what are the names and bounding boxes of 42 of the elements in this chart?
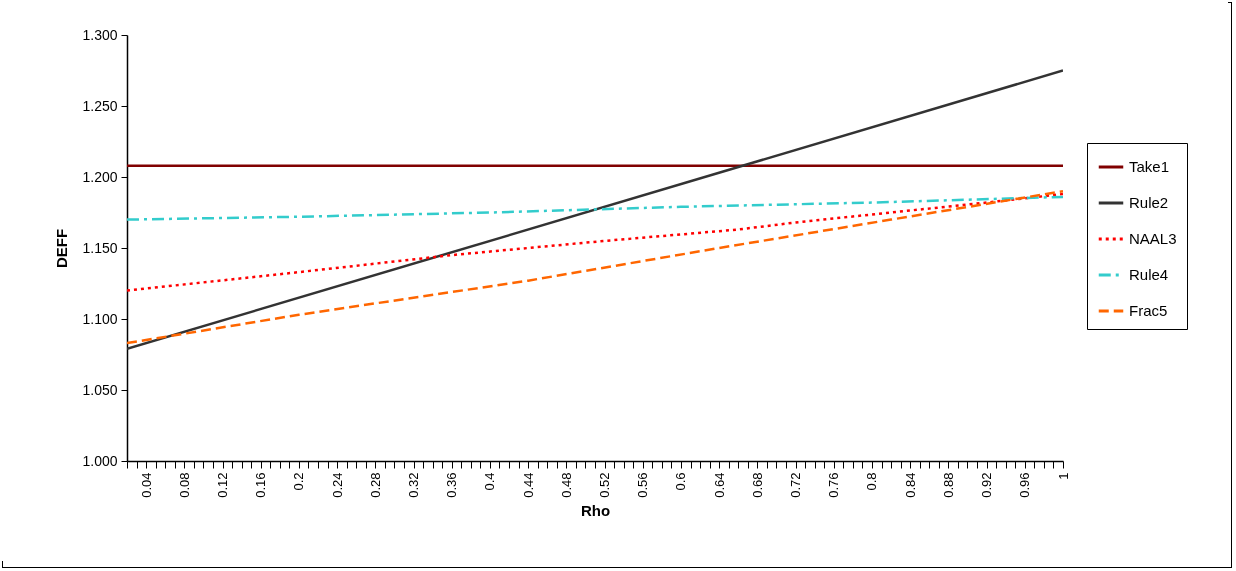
x-tick-label: 0.64	[711, 472, 727, 498]
x-tick-label: 0.32	[406, 472, 422, 498]
line-series	[127, 192, 1063, 292]
legend-label: NAAL3	[1129, 230, 1177, 247]
y-tick-label: 1.150	[82, 239, 118, 256]
x-tick-label: 0.08	[176, 472, 192, 498]
y-tick-label: 1.100	[82, 310, 118, 327]
x-tick-label: 0.16	[253, 472, 269, 498]
y-tick-label: 1.200	[82, 168, 118, 185]
line-series	[127, 195, 1063, 221]
y-tick-label: 1.000	[82, 452, 118, 469]
x-tick-label: 0.96	[1017, 472, 1033, 498]
x-tick-label: 0.12	[215, 472, 231, 498]
x-tick-label: 0.4	[482, 472, 498, 491]
y-axis-title: DEFF	[53, 228, 71, 269]
x-tick-label: 0.56	[635, 472, 651, 498]
x-axis-title: Rho	[580, 501, 611, 519]
line-series	[127, 189, 1063, 345]
x-tick-label: 1	[1055, 472, 1071, 480]
x-tick-label: 0.28	[367, 472, 383, 498]
x-tick-label: 0.8	[864, 472, 880, 491]
x-tick-label: 0.2	[291, 472, 307, 491]
x-tick-label: 0.84	[902, 472, 918, 498]
x-tick-label: 0.6	[673, 472, 689, 491]
x-tick-label: 0.72	[788, 472, 804, 498]
x-tick-label: 0.76	[826, 472, 842, 498]
legend-label: Rule4	[1129, 266, 1169, 283]
x-tick-label: 0.36	[444, 472, 460, 498]
y-tick-label: 1.250	[82, 97, 118, 114]
legend-label: Frac5	[1129, 302, 1168, 319]
x-tick-label: 0.44	[520, 472, 536, 498]
x-tick-label: 0.92	[979, 472, 995, 498]
legend-label: Take1	[1129, 158, 1170, 175]
x-tick-label: 0.68	[749, 472, 765, 498]
x-tick-label: 0.24	[329, 472, 345, 498]
y-tick-label: 1.050	[82, 381, 118, 398]
x-tick-label: 0.48	[558, 472, 574, 498]
y-tick-label: 1.300	[82, 26, 118, 43]
x-tick-label: 0.52	[597, 472, 613, 498]
x-tick-label: 0.88	[940, 472, 956, 498]
legend-label: Rule2	[1129, 194, 1169, 211]
x-tick-label: 0.04	[138, 472, 154, 498]
